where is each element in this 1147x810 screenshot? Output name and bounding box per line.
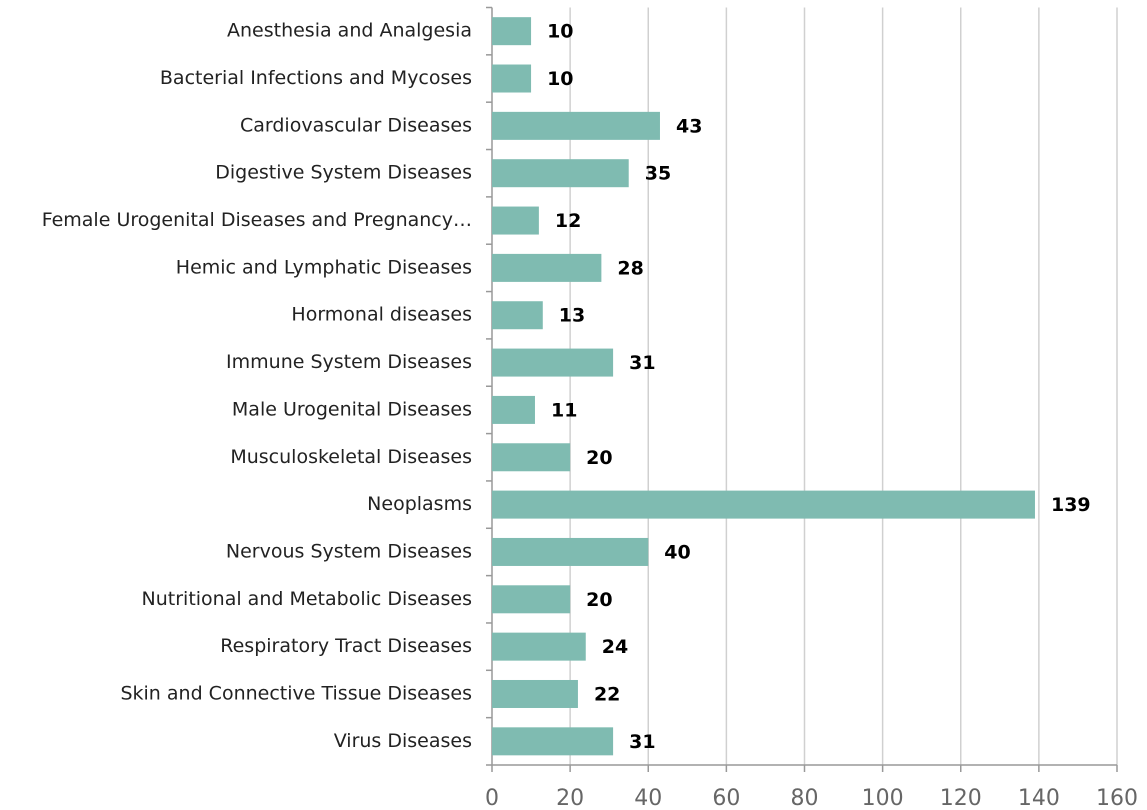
value-label: 28 <box>617 257 643 279</box>
value-label: 43 <box>676 115 702 137</box>
y-tick-label: Musculoskeletal Diseases <box>230 446 472 468</box>
y-tick-label: Digestive System Diseases <box>215 162 472 184</box>
x-tick-label: 140 <box>1018 786 1060 810</box>
x-tick-label: 80 <box>791 786 819 810</box>
value-label: 31 <box>629 731 655 753</box>
value-label: 35 <box>645 163 671 185</box>
bar <box>492 64 532 93</box>
value-label: 40 <box>664 541 690 563</box>
bar <box>492 17 532 46</box>
bar <box>492 537 649 566</box>
bar <box>492 632 586 661</box>
value-label: 20 <box>586 447 612 469</box>
y-tick-label: Skin and Connective Tissue Diseases <box>120 682 472 704</box>
value-label: 139 <box>1051 494 1091 516</box>
value-label: 10 <box>547 68 573 90</box>
bar <box>492 490 1035 519</box>
x-tick-label: 100 <box>862 786 904 810</box>
bar <box>492 348 614 377</box>
bar <box>492 727 614 756</box>
value-label: 24 <box>602 636 628 658</box>
y-tick-label: Nervous System Diseases <box>226 540 472 562</box>
x-tick-label: 60 <box>712 786 740 810</box>
x-tick-label: 0 <box>485 786 499 810</box>
x-tick-label: 120 <box>940 786 982 810</box>
y-tick-label: Neoplasms <box>367 493 472 515</box>
y-tick-label: Virus Diseases <box>334 730 472 752</box>
y-tick-label: Hormonal diseases <box>291 304 472 326</box>
y-tick-label: Anesthesia and Analgesia <box>227 20 472 42</box>
y-tick-label: Cardiovascular Diseases <box>240 114 472 136</box>
bar <box>492 253 602 282</box>
bar <box>492 443 571 472</box>
y-tick-label: Nutritional and Metabolic Diseases <box>142 588 472 610</box>
value-label: 31 <box>629 352 655 374</box>
x-tick-label: 40 <box>634 786 662 810</box>
value-label: 20 <box>586 589 612 611</box>
y-tick-label: Bacterial Infections and Mycoses <box>160 67 472 89</box>
x-tick-label: 20 <box>556 786 584 810</box>
x-tick-label: 160 <box>1096 786 1138 810</box>
value-label: 12 <box>555 210 581 232</box>
value-label: 13 <box>559 305 585 327</box>
value-label: 10 <box>547 21 573 43</box>
value-label: 11 <box>551 399 577 421</box>
value-label: 22 <box>594 683 620 705</box>
y-tick-label: Female Urogenital Diseases and Pregnancy… <box>42 209 472 231</box>
y-tick-label: Hemic and Lymphatic Diseases <box>176 256 472 278</box>
y-tick-label: Male Urogenital Diseases <box>232 398 472 420</box>
bar <box>492 301 543 330</box>
y-tick-label: Immune System Diseases <box>226 351 472 373</box>
bar <box>492 395 535 424</box>
bar <box>492 111 660 140</box>
bar <box>492 159 629 188</box>
bar <box>492 585 571 614</box>
bar <box>492 679 578 708</box>
bar <box>492 206 539 235</box>
y-tick-label: Respiratory Tract Diseases <box>220 635 472 657</box>
